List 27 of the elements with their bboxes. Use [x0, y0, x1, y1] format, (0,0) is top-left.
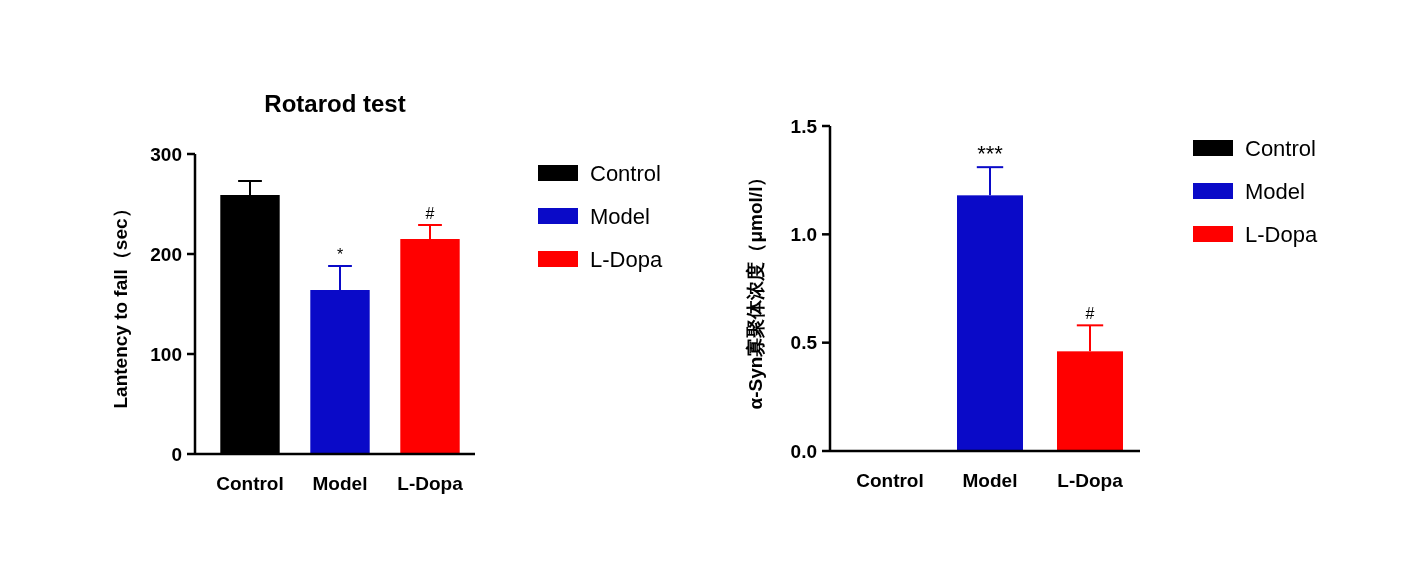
y-tick-label: 0.0: [790, 440, 817, 462]
annotation: ***: [977, 141, 1004, 167]
y-tick-label: 1.0: [790, 223, 817, 245]
y-tick-label: 200: [150, 243, 182, 265]
legend-label: Control: [590, 160, 661, 186]
x-tick-label: Control: [216, 473, 284, 494]
chart-title: Rotarod test: [264, 90, 406, 117]
legend-label: L-Dopa: [1245, 221, 1318, 247]
legend-label: Model: [590, 203, 650, 229]
x-tick-label: Model: [312, 473, 368, 494]
annotation: #: [1085, 305, 1095, 323]
y-tick-label: 1.5: [790, 115, 818, 137]
x-tick-label: L-Dopa: [397, 473, 464, 494]
y-tick-label: 0: [171, 443, 182, 465]
x-tick-label: L-Dopa: [1057, 470, 1124, 491]
x-tick-label: Model: [962, 470, 1018, 491]
y-tick-label: 100: [150, 343, 182, 365]
legend-label: Model: [1245, 178, 1305, 204]
legend-label: Control: [1245, 135, 1316, 161]
y-axis-title: α-Syn寡聚体浓度（μmol/l）: [745, 167, 766, 410]
x-tick-label: Control: [856, 470, 924, 491]
legend-label: L-Dopa: [590, 246, 663, 272]
y-axis-title: Lantency to fall（sec）: [110, 199, 131, 409]
annotation: #: [425, 205, 435, 222]
y-tick-label: 300: [150, 143, 182, 165]
annotation: *: [336, 246, 344, 263]
y-tick-label: 0.5: [790, 332, 818, 354]
